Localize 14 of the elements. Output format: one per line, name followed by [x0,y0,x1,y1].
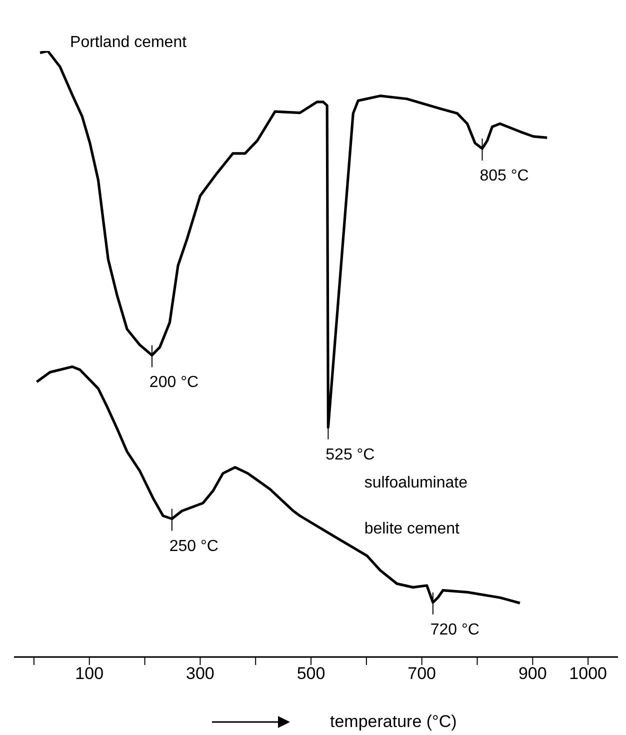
annotation: 250 °C [169,538,218,555]
annotation: 805 °C [480,168,529,185]
x-tick-label: 1000 [569,664,607,684]
x-tick-label: 500 [296,664,326,684]
x-tick-label: 100 [75,664,104,684]
x-axis-title: temperature (°C) [330,712,457,731]
x-tick-label: 700 [408,664,436,684]
annotation: 200 °C [149,374,199,392]
annotation: 720 °C [430,621,480,638]
series-label: Portland cement [70,34,188,51]
x-tick-label: 900 [518,664,547,684]
annotation: 525 °C [326,446,375,464]
x-tick-label: 300 [186,664,214,684]
text: sulfoaluminate belite cement [364,474,468,538]
